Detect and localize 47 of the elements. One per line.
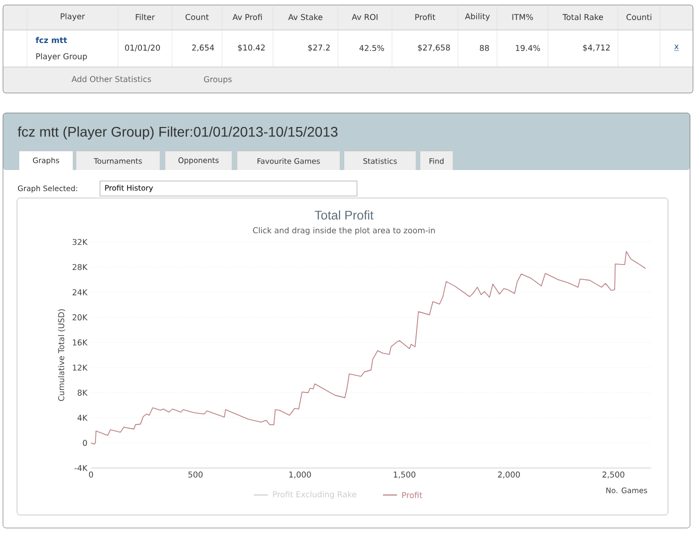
text: 19.4% [516,44,540,52]
y-tick-label: 16K [72,339,88,346]
y-tick-label: 20K [72,314,88,320]
y-tick-label: 8K [78,390,88,396]
text: Groups [204,76,232,84]
text: Ability [465,13,490,21]
y-tick-label: 32K [72,238,88,246]
text: $4,712 [583,44,610,52]
chart-subtitle: Click and drag inside the plot area to zoom-in [253,227,435,235]
text: fcz mtt [36,36,67,44]
line-series [90,251,646,445]
text: 88 [480,44,489,52]
text: Total Rake [562,14,603,20]
text: Filter [136,14,155,20]
y-axis-title: Cumulative Total (USD) [58,309,66,401]
text: Player [60,13,85,21]
text: Count [186,14,209,20]
text: $10.42 [238,44,265,52]
x-tick-label: 500 [188,472,203,478]
x-tick-label: 2,000 [498,472,520,478]
y-tick-label: 24K [72,289,88,296]
text: Add Other Statistics [72,76,152,82]
y-tick-label: 4K [78,414,88,421]
x-tick-label: 1,000 [289,472,311,478]
text: Profit [415,14,436,20]
text: Counti [626,14,652,20]
chart-title: Total Profit [314,210,374,220]
y-tick-label: 0 [82,440,87,446]
text: 01/01/20 [125,44,160,52]
text: Av Profi [232,14,262,20]
x-tick-label: 2,500 [602,472,624,478]
y-tick-label: 28K [72,264,88,270]
x-tick-label: 1,500 [394,472,416,478]
text: $27.2 [308,44,330,52]
text: Av Stake [288,14,322,20]
y-tick-label: 12K [72,364,88,371]
text: x [674,44,679,50]
legend-label: Profit [402,492,422,498]
y-tick-label: -4K [74,465,88,471]
text: Av ROI [352,14,378,20]
x-tick-label: 0 [88,472,94,478]
text: Player Group [36,53,87,61]
text: $27,658 [418,44,450,52]
text: 42.5% [359,44,384,52]
text: 2,654 [192,44,214,52]
text: ITM% [512,14,533,20]
text: fcz mtt (Player Group) Filter:01/01/2013-10/15/2013 [18,126,338,140]
